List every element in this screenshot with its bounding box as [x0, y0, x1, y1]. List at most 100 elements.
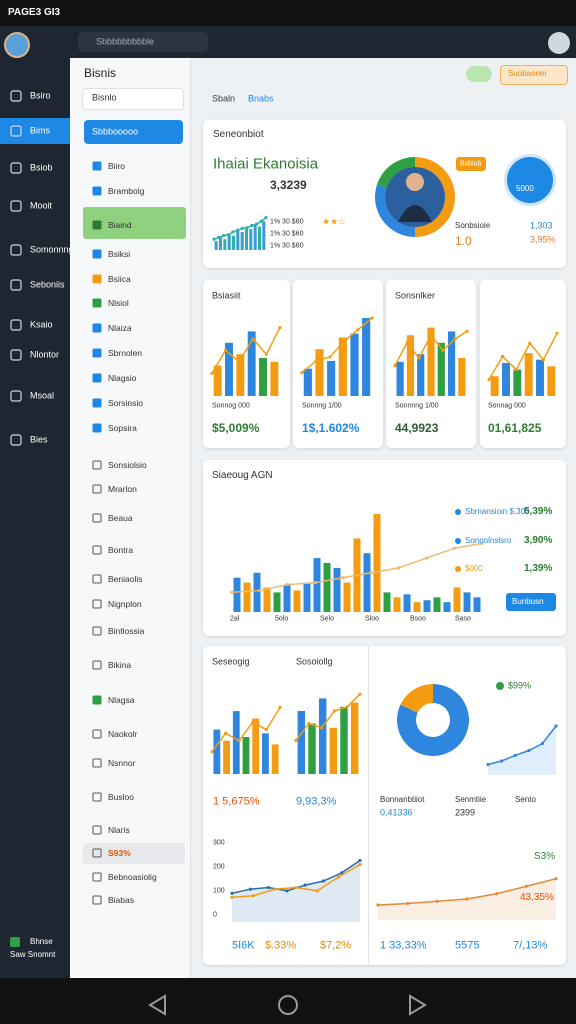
panel-item-selected	[83, 843, 185, 864]
point	[540, 741, 545, 746]
bar	[417, 354, 425, 396]
kpi-label: Sonsnlker	[395, 290, 436, 301]
recent-button[interactable]	[409, 994, 427, 1016]
axis-label: 200	[213, 863, 225, 871]
panel-icon	[92, 249, 102, 259]
status-title: PAGE3 GI3	[8, 7, 61, 18]
point	[554, 724, 558, 728]
summary-row: 1% 30 $60	[270, 230, 304, 238]
stat-value: 1,303	[530, 220, 553, 231]
legend-dot	[455, 566, 461, 572]
summary-circle[interactable]	[504, 154, 556, 206]
column-label: Bonnanbtiiot	[380, 795, 425, 804]
nav-icon	[10, 937, 20, 947]
legend-label: Sbrnansioin $,300	[465, 507, 530, 516]
point	[486, 762, 490, 767]
search-box[interactable]	[78, 32, 208, 52]
panel-icon	[92, 695, 102, 705]
card-title: Seneonbiot	[213, 129, 264, 140]
point	[513, 753, 517, 758]
card-title: Siaeoug AGN	[212, 470, 273, 481]
nav-footer: Bhnse	[30, 937, 53, 946]
bar	[340, 706, 348, 774]
point	[356, 328, 360, 332]
point	[210, 750, 214, 754]
point	[210, 371, 214, 375]
bar	[243, 582, 251, 612]
panel-tab[interactable]	[82, 88, 184, 110]
line	[211, 327, 281, 374]
point	[495, 892, 499, 896]
header-button[interactable]	[500, 65, 568, 85]
bar	[413, 602, 421, 612]
point	[555, 331, 559, 335]
axis-label: 300	[213, 839, 225, 847]
kpi-caption: Sonnag 000	[488, 402, 526, 410]
panel-icon	[92, 298, 102, 308]
bar	[249, 229, 253, 250]
point	[465, 329, 469, 333]
bar	[218, 237, 223, 250]
bar	[231, 235, 236, 250]
nav-icon	[10, 390, 22, 402]
column-value: 0,41336	[380, 807, 413, 818]
nav-icon	[10, 125, 22, 137]
bar	[343, 582, 351, 612]
panel-item: S93%	[108, 847, 131, 858]
panel-button[interactable]	[84, 120, 183, 144]
bar	[536, 359, 544, 396]
point	[266, 885, 271, 890]
panel-icon	[92, 274, 102, 284]
rating: ★★☆	[322, 216, 347, 227]
point	[278, 326, 282, 330]
trend-button[interactable]	[506, 593, 556, 611]
nav-item: Bims	[30, 125, 50, 136]
panel-title: Bisnis	[84, 66, 117, 80]
nav-item: Bsiob	[30, 162, 53, 173]
donut-slice	[415, 157, 455, 237]
bar	[433, 597, 441, 612]
status-bar	[0, 0, 576, 26]
legend-dot	[496, 682, 504, 690]
panel-icon	[92, 186, 102, 196]
point	[370, 316, 374, 320]
back-button[interactable]	[148, 994, 166, 1016]
nav-footer: Saw Snomnt	[10, 950, 56, 959]
panel-item: Sorsinsio	[108, 397, 143, 408]
bar	[329, 727, 338, 774]
footer-value: 5575	[455, 939, 480, 952]
x-label: Sloo	[365, 615, 380, 623]
nav-icon	[10, 162, 22, 174]
app-logo[interactable]	[4, 32, 30, 58]
bottom-card	[203, 646, 566, 965]
user-avatar[interactable]	[548, 32, 570, 54]
x-label: 5olo	[275, 615, 289, 623]
summary-value: 3,3239	[270, 178, 307, 192]
point	[405, 341, 409, 345]
panel-icon	[92, 872, 102, 882]
point	[240, 226, 244, 230]
x-label: Selo	[320, 615, 335, 623]
home-button[interactable]	[278, 995, 298, 1015]
point	[528, 341, 532, 345]
bar	[236, 354, 245, 396]
point	[376, 903, 380, 907]
point	[314, 359, 318, 363]
bar	[406, 335, 415, 396]
bar	[350, 333, 359, 396]
point	[230, 895, 234, 900]
bar	[490, 376, 499, 396]
bar	[262, 733, 269, 774]
header-toggle[interactable]	[466, 66, 492, 82]
point	[303, 883, 307, 887]
bar	[270, 361, 279, 396]
panel-icon	[92, 373, 102, 383]
donut-slice	[400, 684, 433, 713]
divider	[368, 646, 369, 965]
panel-item: Bintlossia	[108, 625, 145, 636]
point	[480, 541, 484, 546]
panel-item: Biabas	[108, 894, 134, 905]
panel-item: Bsiksi	[108, 248, 131, 259]
